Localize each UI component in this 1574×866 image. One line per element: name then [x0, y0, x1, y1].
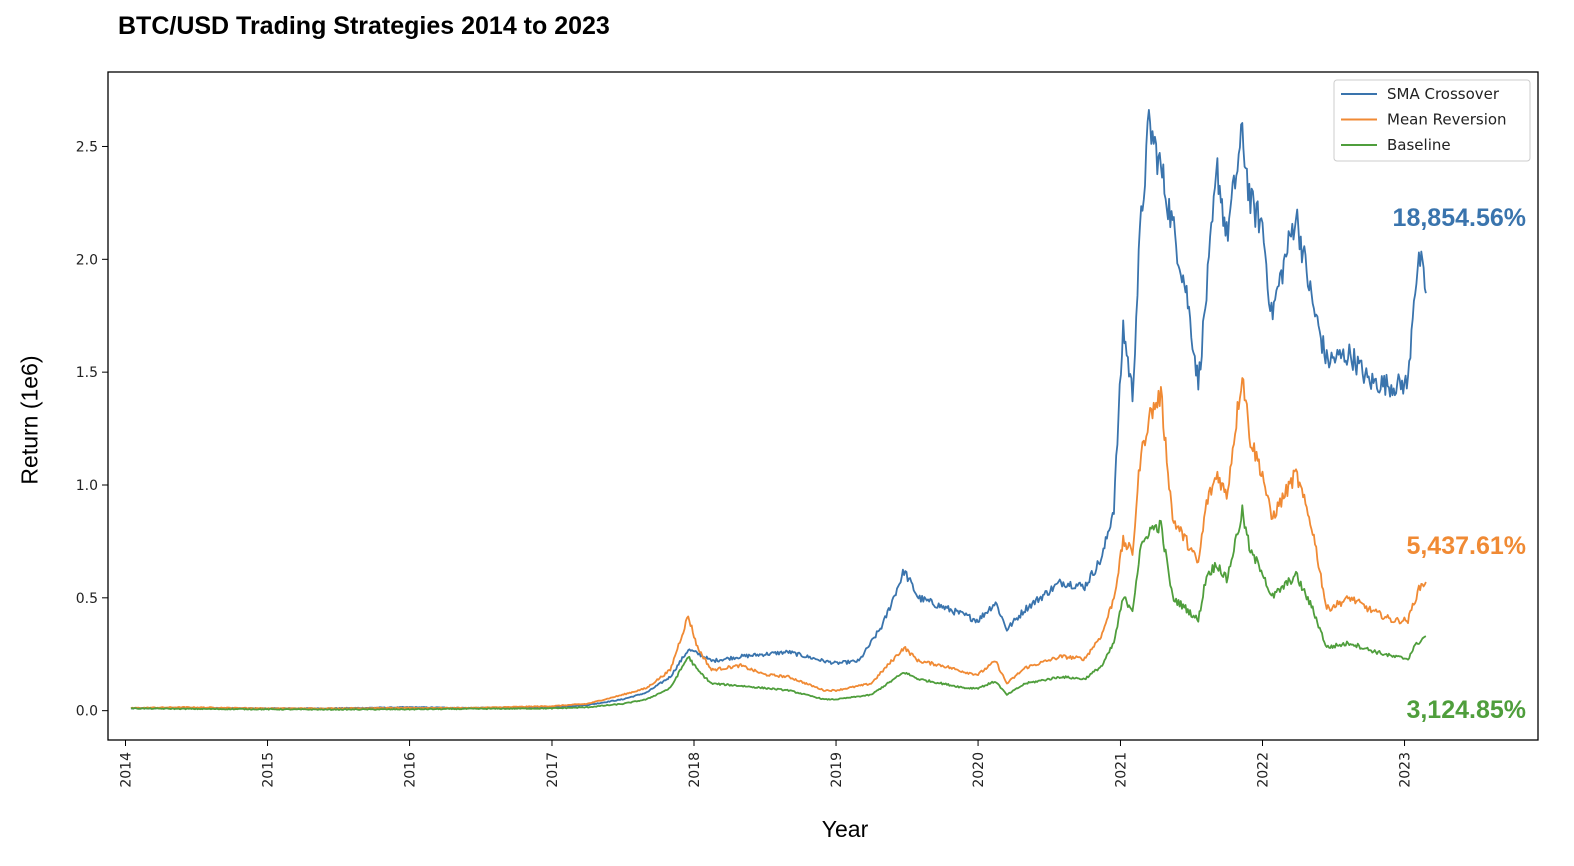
final-return-label-mean-reversion: 5,437.61% — [1406, 532, 1526, 560]
x-tick-label: 2014 — [119, 752, 135, 788]
final-return-label-baseline: 3,124.85% — [1406, 696, 1526, 724]
series-line-sma-crossover — [130, 109, 1427, 710]
x-tick-label: 2018 — [687, 752, 703, 788]
annotations-layer: 18,854.56% 5,437.61% 3,124.85% — [1393, 204, 1526, 724]
axes-layer: 0.0 0.5 1.0 1.5 2.0 2.5 2014 2015 2016 2017 2018 20… — [76, 139, 1414, 787]
x-tick-label: 2015 — [261, 752, 277, 788]
legend-entry: Baseline — [1387, 136, 1451, 154]
legend-box — [1333, 79, 1531, 162]
series-line-baseline — [130, 504, 1427, 711]
legend: SMA Crossover Mean Reversion Baseline — [1333, 79, 1531, 162]
chart-title: BTC/USD Trading Strategies 2014 to 2023 — [118, 12, 610, 40]
series-layer — [130, 109, 1427, 711]
y-tick-label: 2.5 — [76, 139, 98, 155]
x-tick-label: 2022 — [1256, 752, 1272, 788]
y-tick-label: 2.0 — [76, 252, 98, 268]
x-tick-label: 2019 — [829, 752, 845, 788]
x-tick-label: 2016 — [403, 752, 419, 788]
x-tick-label: 2017 — [545, 752, 561, 788]
y-tick-label: 0.5 — [76, 591, 98, 607]
x-axis-label: Year — [821, 816, 869, 842]
series-line-mean-reversion — [130, 377, 1427, 710]
y-tick-label: 1.0 — [76, 478, 98, 494]
x-tick-label: 2020 — [971, 752, 987, 788]
x-tick-label: 2021 — [1113, 752, 1129, 788]
plot-area-frame — [107, 71, 1539, 741]
legend-entry: Mean Reversion — [1387, 111, 1507, 129]
final-return-label-sma-crossover: 18,854.56% — [1393, 204, 1526, 232]
x-tick-label: 2023 — [1398, 752, 1414, 788]
y-tick-label: 0.0 — [76, 704, 98, 720]
legend-entry: SMA Crossover — [1387, 85, 1500, 103]
y-tick-label: 1.5 — [76, 365, 98, 381]
